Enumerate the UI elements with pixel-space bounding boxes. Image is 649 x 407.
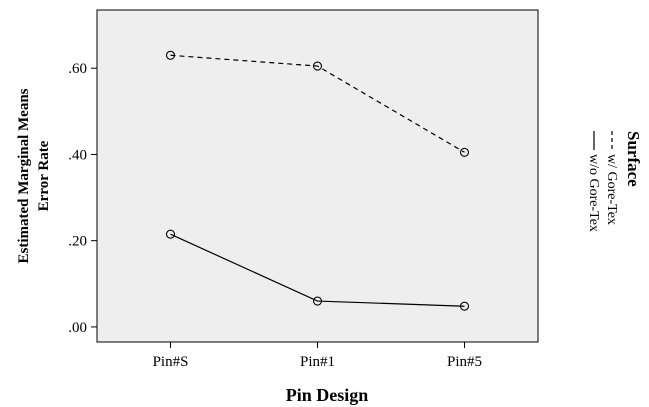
legend-label-w-gore-tex: w/ Gore-Tex	[604, 154, 619, 225]
series-line-w-gore-tex	[170, 54, 465, 153]
y-axis: .00 .20 .40 .60	[68, 61, 97, 336]
y-axis-title-line-1: Estimated Marginal Means	[16, 88, 32, 263]
x-axis: Pin#S Pin#1 Pin#5	[153, 342, 482, 370]
x-tick-label: Pin#5	[447, 354, 482, 370]
x-tick-label: Pin#1	[300, 354, 335, 370]
y-tick-label: .60	[68, 61, 87, 77]
y-axis-title: Estimated Marginal Means Error Rate	[16, 88, 52, 263]
data-point-w-o-gore-tex	[165, 229, 176, 239]
series-layer	[165, 50, 470, 311]
data-point-w-o-gore-tex	[312, 296, 323, 306]
data-point-w-gore-tex	[165, 50, 176, 60]
y-tick-label: .40	[68, 147, 87, 163]
legend-title: Surface	[624, 131, 643, 187]
data-point-w-o-gore-tex	[459, 301, 470, 311]
legend: Surface w/ Gore-Tex w/o Gore-Tex	[586, 131, 643, 232]
plot-area	[96, 9, 539, 343]
x-tick-label: Pin#S	[153, 354, 189, 370]
data-point-w-gore-tex	[459, 147, 470, 157]
series-line-w-o-gore-tex	[170, 233, 465, 307]
y-tick-label: .00	[68, 320, 87, 336]
data-point-w-gore-tex	[312, 61, 323, 71]
y-axis-title-line-2: Error Rate	[36, 140, 52, 211]
y-tick-label: .20	[68, 234, 87, 250]
legend-label-wo-gore-tex: w/o Gore-Tex	[586, 154, 601, 232]
x-axis-title: Pin Design	[286, 385, 369, 405]
